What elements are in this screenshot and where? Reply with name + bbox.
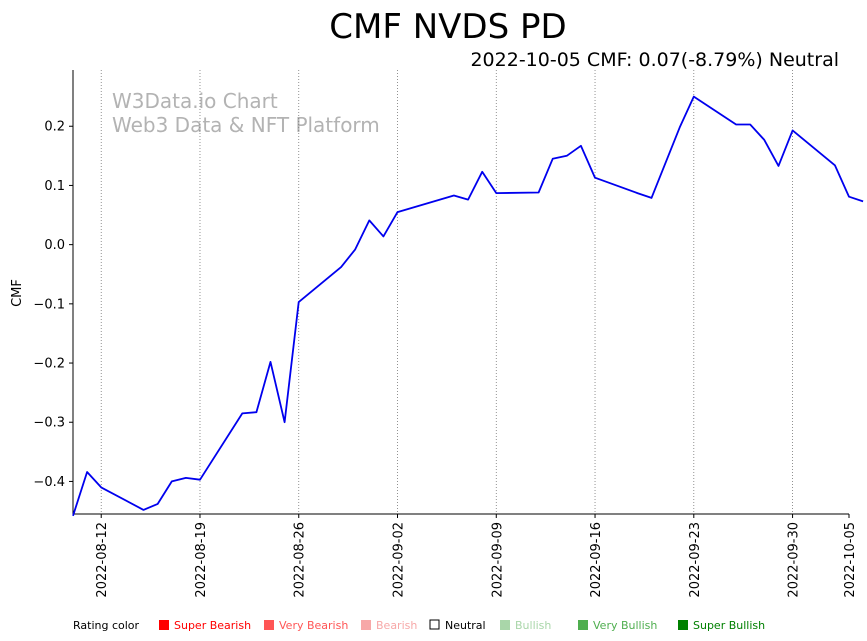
- x-tick-label: 2022-08-19: [194, 522, 209, 598]
- legend-swatch: [361, 620, 371, 630]
- x-tick-label: 2022-09-02: [392, 522, 407, 598]
- chart-title: CMF NVDS PD: [329, 7, 566, 47]
- legend-item-label: Very Bullish: [593, 619, 657, 632]
- watermark-line-2: Web3 Data & NFT Platform: [112, 113, 380, 137]
- y-tick-label: 0.1: [44, 179, 65, 194]
- legend-swatch: [264, 620, 274, 630]
- x-tick-label: 2022-09-23: [688, 522, 703, 598]
- x-tick-label: 2022-08-12: [95, 522, 110, 598]
- x-gridlines: [100, 70, 793, 514]
- y-tick-label: −0.3: [33, 416, 65, 431]
- y-tick-label: −0.1: [33, 297, 65, 312]
- legend-label: Rating color: [73, 619, 140, 632]
- y-tick-label: 0.0: [44, 238, 65, 253]
- legend-swatch: [429, 619, 440, 630]
- axes: [72, 70, 849, 515]
- rating-legend: Rating color Super Bearish Very Bearish Bea…: [73, 619, 765, 632]
- legend-item-label: Bullish: [515, 619, 551, 632]
- y-ticks: −0.4 −0.3 −0.2 −0.1 0.0 0.1 0.2: [33, 120, 73, 490]
- legend-item-label: Bearish: [376, 619, 417, 632]
- cmf-series-line: [72, 95, 864, 517]
- legend-swatch: [500, 620, 510, 630]
- y-tick-label: −0.4: [33, 475, 65, 490]
- watermark-line-1: W3Data.io Chart: [112, 89, 278, 113]
- x-tick-label: 2022-09-09: [490, 522, 505, 598]
- x-tick-label: 2022-09-30: [787, 522, 802, 598]
- legend-swatch: [159, 620, 169, 630]
- y-tick-label: −0.2: [33, 357, 65, 372]
- legend-item-label: Super Bearish: [174, 619, 251, 632]
- legend-item-label: Neutral: [445, 619, 486, 632]
- x-ticks: 2022-08-12 2022-08-19 2022-08-26 2022-09-02…: [95, 514, 858, 598]
- series-group: [72, 95, 864, 517]
- legend-swatch: [578, 620, 588, 630]
- legend-swatch: [678, 620, 688, 630]
- x-tick-label: 2022-08-26: [293, 522, 308, 598]
- y-axis-label: CMF: [10, 279, 25, 307]
- legend-item-label: Super Bullish: [693, 619, 765, 632]
- y-tick-label: 0.2: [44, 120, 65, 135]
- legend-item-label: Very Bearish: [279, 619, 348, 632]
- chart-subtitle: 2022-10-05 CMF: 0.07(-8.79%) Neutral: [470, 49, 839, 71]
- x-tick-label: 2022-10-05: [843, 522, 858, 598]
- x-tick-label: 2022-09-16: [589, 522, 604, 598]
